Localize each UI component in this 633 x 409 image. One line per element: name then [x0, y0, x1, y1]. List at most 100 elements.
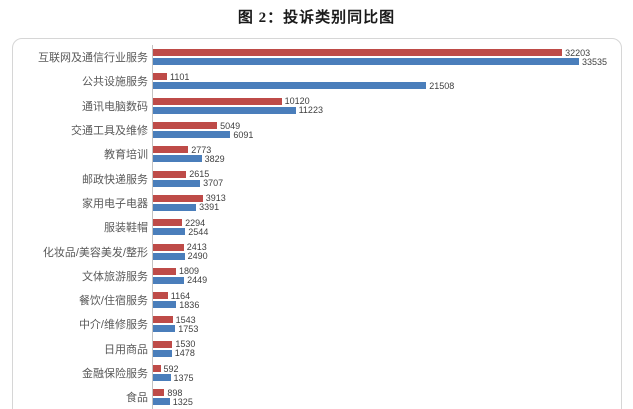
red-value-label: 592	[163, 363, 179, 374]
chart-row: 文体旅游服务 1809 2449	[13, 263, 615, 288]
chart-row: 邮政快递服务 2615 3707	[13, 166, 615, 191]
red-bar	[153, 170, 187, 178]
blue-bar-line: 6091	[153, 129, 615, 140]
blue-value-label: 3391	[199, 202, 220, 213]
blue-value-label: 33535	[582, 56, 608, 67]
blue-bar-line: 1753	[153, 323, 615, 334]
blue-bar	[153, 82, 427, 90]
red-bar-line: 2294	[153, 217, 615, 228]
blue-value-label: 2449	[187, 275, 208, 286]
red-bar	[153, 122, 218, 130]
chart-row: 通讯电脑数码 10120 11223	[13, 93, 615, 118]
category-label: 邮政快递服务	[82, 173, 148, 186]
blue-value-label: 2544	[188, 226, 209, 237]
blue-value-label: 11223	[298, 105, 323, 116]
plot-area: 3913 3391	[152, 190, 615, 216]
blue-bar-line: 1478	[153, 348, 615, 359]
plot-area: 592 1375	[152, 360, 615, 386]
category-label: 日用商品	[104, 343, 148, 356]
blue-bar-line: 3391	[153, 202, 615, 213]
category-label: 公共设施服务	[82, 76, 148, 89]
red-value-label: 898	[167, 387, 183, 398]
blue-bar	[153, 58, 579, 66]
red-value-label: 2413	[186, 242, 207, 253]
category-label: 中介/维修服务	[78, 319, 148, 332]
red-bar-line: 2773	[153, 145, 615, 154]
category-label: 教育培训	[104, 149, 148, 162]
blue-value-label: 1375	[173, 372, 194, 383]
red-bar	[153, 146, 189, 154]
blue-bar-line: 1375	[153, 372, 615, 383]
red-value-label: 5049	[220, 120, 241, 131]
red-value-label: 1543	[175, 314, 196, 325]
blue-value-label: 3829	[204, 153, 225, 164]
red-bar	[153, 292, 168, 300]
plot-area: 2413 2490	[152, 239, 615, 264]
category-label: 文体旅游服务	[82, 270, 148, 283]
red-value-label: 1530	[175, 339, 196, 350]
blue-bar-line: 33535	[153, 56, 615, 67]
category-label: 食品	[126, 392, 148, 405]
red-bar	[153, 73, 167, 81]
red-bar	[153, 49, 563, 57]
category-label: 餐饮/住宿服务	[78, 295, 148, 308]
blue-bar	[153, 374, 171, 381]
blue-bar	[153, 155, 202, 163]
category-label: 金融保险服务	[82, 368, 148, 380]
chart-row: 中介/维修服务 1543 1753	[13, 312, 615, 337]
plot-area: 5049 6091	[152, 117, 615, 143]
blue-bar	[153, 228, 186, 236]
blue-bar	[153, 252, 185, 260]
blue-bar-line: 2544	[153, 226, 615, 237]
red-value-label: 2294	[185, 217, 206, 228]
red-bar-line: 5049	[153, 120, 615, 131]
blue-bar-line: 1325	[153, 396, 615, 407]
blue-bar	[153, 276, 185, 284]
plot-area: 1530 1478	[152, 336, 615, 361]
red-bar	[153, 389, 165, 397]
red-bar	[153, 267, 176, 275]
plot-area: 1809 2449	[152, 263, 615, 288]
red-bar-line: 1809	[153, 266, 615, 277]
plot-area: 2615 3707	[152, 166, 615, 191]
red-bar-line: 2413	[153, 242, 615, 253]
chart-row: 公共设施服务 1101 21508	[13, 69, 615, 94]
blue-value-label: 3707	[203, 178, 224, 189]
blue-bar	[153, 203, 197, 211]
red-bar-line: 1530	[153, 339, 615, 350]
category-label: 互联网及通信行业服务	[38, 52, 148, 65]
blue-bar	[153, 106, 296, 114]
blue-bar	[153, 301, 177, 309]
category-label: 通讯电脑数码	[82, 100, 148, 113]
category-label: 化妆品/美容美发/整形	[42, 246, 148, 259]
plot-area: 1164 1836	[152, 287, 615, 313]
blue-bar	[153, 325, 176, 333]
blue-value-label: 2490	[187, 251, 208, 262]
red-value-label: 1809	[179, 266, 200, 277]
red-bar-line: 2615	[153, 170, 615, 179]
chart-row: 金融保险服务 592 1375	[13, 360, 615, 386]
red-bar	[153, 316, 173, 324]
red-value-label: 1164	[170, 290, 191, 301]
category-label: 家用电子电器	[82, 197, 148, 210]
blue-bar-line: 3829	[153, 153, 615, 164]
plot-area: 32203 33535	[152, 45, 615, 70]
category-label: 交通工具及维修	[71, 125, 148, 138]
blue-bar-line: 1836	[153, 300, 615, 309]
plot-area: 1543 1753	[152, 312, 615, 337]
plot-area: 2773 3829	[152, 142, 615, 167]
blue-value-label: 1478	[174, 348, 195, 359]
blue-value-label: 1753	[178, 323, 199, 334]
chart-row: 交通工具及维修 5049 6091	[13, 117, 615, 143]
red-bar-line: 1543	[153, 314, 615, 325]
blue-bar-line: 3707	[153, 178, 615, 189]
blue-value-label: 6091	[233, 129, 254, 140]
blue-value-label: 1325	[172, 396, 193, 407]
red-value-label: 32203	[565, 47, 591, 58]
red-bar-line: 32203	[153, 47, 615, 58]
red-value-label: 1101	[170, 71, 190, 82]
red-bar	[153, 365, 161, 372]
red-bar-line: 1101	[153, 71, 615, 82]
chart-row: 家用电子电器 3913 3391	[13, 190, 615, 216]
blue-bar	[153, 131, 231, 139]
